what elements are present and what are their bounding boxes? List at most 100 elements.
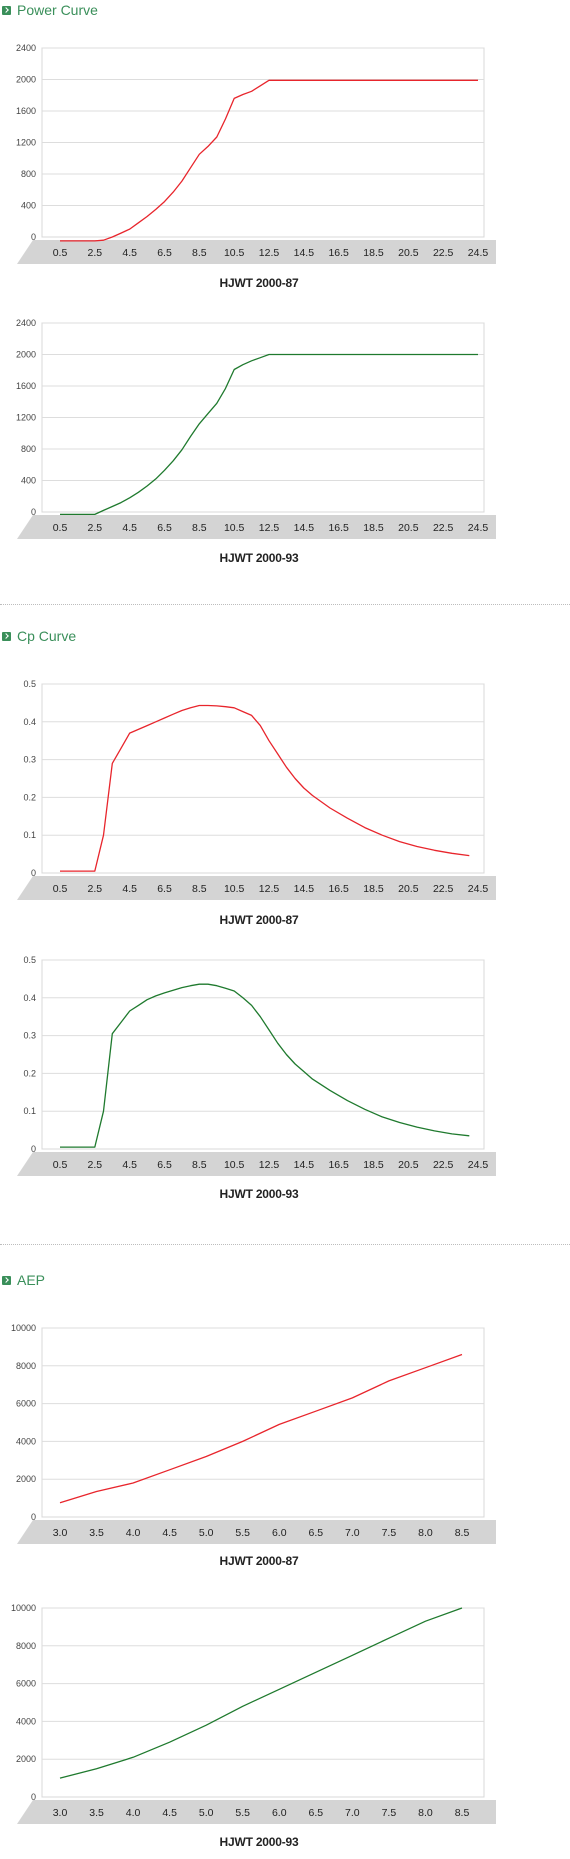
x-tick-label: 3.5: [89, 1807, 104, 1819]
plot-area: [41, 959, 485, 1150]
x-tick-label: 3.0: [53, 1527, 68, 1539]
x-tick-label: 0.5: [53, 1159, 68, 1171]
section-divider: [0, 604, 570, 605]
section-title: Power Curve: [17, 2, 98, 18]
y-tick-label: 6000: [16, 1679, 36, 1689]
x-tick-label: 4.0: [126, 1527, 141, 1539]
y-tick-label: 0.2: [23, 792, 36, 802]
x-tick-label: 0.5: [53, 522, 68, 534]
power-curve-chart-2000-87: 0 400 800 1200 1600 2000 2400 0.5 2.5 4.5 6.5 8.5 10…: [16, 43, 496, 264]
x-tick-label: 12.5: [259, 1159, 280, 1171]
x-tick-label: 8.5: [455, 1807, 470, 1819]
y-tick-label: 2000: [16, 1474, 36, 1484]
section-header: Cp Curve: [0, 626, 76, 646]
x-tick-label: 18.5: [363, 1159, 384, 1171]
x-tick-label: 6.5: [157, 1159, 172, 1171]
section-header: AEP: [0, 1270, 45, 1290]
x-tick-label: 16.5: [328, 522, 349, 534]
power-curve-chart-2000-93: 0 400 800 1200 1600 2000 2400 0.5 2.5 4.5 6.5 8.5 10…: [16, 318, 496, 539]
y-tick-label: 2400: [16, 318, 36, 328]
x-tick-label: 5.0: [199, 1527, 214, 1539]
y-tick-label: 0: [31, 507, 36, 517]
x-tick-label: 2.5: [88, 1159, 103, 1171]
y-tick-label: 0.4: [23, 717, 36, 727]
section-title: AEP: [17, 1272, 46, 1288]
y-tick-label: 400: [21, 201, 36, 211]
y-tick-label: 0: [31, 1512, 36, 1522]
x-tick-label: 20.5: [398, 522, 419, 534]
x-axis-band: [17, 1152, 496, 1176]
x-tick-label: 16.5: [328, 247, 349, 259]
chart-caption: HJWT 2000-93: [219, 1835, 299, 1849]
x-tick-label: 10.5: [224, 883, 245, 895]
arrow-right-icon: [2, 1275, 11, 1285]
x-tick-label: 14.5: [294, 247, 315, 259]
plot-area: [41, 1327, 485, 1518]
y-tick-label: 0.1: [23, 1106, 36, 1116]
x-tick-label: 6.5: [309, 1527, 324, 1539]
x-tick-label: 3.5: [89, 1527, 104, 1539]
y-tick-label: 0.5: [23, 955, 36, 965]
y-tick-label: 4000: [16, 1716, 36, 1726]
series-line: [59, 1353, 463, 1504]
chart-caption: HJWT 2000-93: [219, 551, 299, 565]
x-tick-label: 8.0: [418, 1807, 433, 1819]
x-tick-label: 12.5: [259, 522, 280, 534]
x-tick-label: 14.5: [294, 522, 315, 534]
chart-caption: HJWT 2000-87: [219, 276, 299, 290]
x-tick-label: 4.5: [122, 522, 137, 534]
aep-chart-2000-93: 0 2000 4000 6000 8000 10000 3.0 3.5 4.0 4.5 5.0 5.5…: [11, 1603, 496, 1824]
x-tick-label: 20.5: [398, 1159, 419, 1171]
x-tick-label: 0.5: [53, 883, 68, 895]
y-tick-label: 800: [21, 169, 36, 179]
cp-curve-chart-2000-93: 0 0.1 0.2 0.3 0.4 0.5 0.5 2.5 4.5 6.5 8.5 10.5 12.5 1…: [17, 955, 496, 1176]
x-tick-label: 3.0: [53, 1807, 68, 1819]
x-tick-label: 10.5: [224, 522, 245, 534]
x-tick-label: 24.5: [468, 1159, 489, 1171]
x-tick-label: 0.5: [53, 247, 68, 259]
x-tick-label: 5.5: [235, 1527, 250, 1539]
x-tick-label: 2.5: [88, 522, 103, 534]
x-tick-label: 20.5: [398, 247, 419, 259]
x-tick-label: 12.5: [259, 883, 280, 895]
x-tick-label: 5.5: [235, 1807, 250, 1819]
x-tick-label: 22.5: [433, 522, 454, 534]
y-tick-label: 1600: [16, 106, 36, 116]
x-tick-label: 8.0: [418, 1527, 433, 1539]
x-tick-label: 24.5: [468, 522, 489, 534]
x-axis-band: [17, 515, 496, 539]
x-tick-label: 7.5: [382, 1807, 397, 1819]
plot-area: [41, 683, 485, 874]
section-divider: [0, 1244, 570, 1245]
y-tick-label: 10000: [11, 1603, 36, 1613]
y-tick-label: 2400: [16, 43, 36, 53]
y-tick-label: 1200: [16, 413, 36, 423]
x-tick-label: 2.5: [88, 883, 103, 895]
x-tick-label: 18.5: [363, 247, 384, 259]
x-axis-band: [17, 1520, 496, 1544]
y-tick-label: 800: [21, 444, 36, 454]
y-tick-label: 0.1: [23, 830, 36, 840]
x-tick-label: 8.5: [192, 1159, 207, 1171]
x-tick-label: 8.5: [455, 1527, 470, 1539]
chart-caption: HJWT 2000-87: [219, 913, 299, 927]
x-tick-label: 12.5: [259, 247, 280, 259]
x-tick-label: 18.5: [363, 883, 384, 895]
series-line: [60, 704, 470, 872]
x-tick-label: 6.5: [157, 247, 172, 259]
y-tick-label: 8000: [16, 1361, 36, 1371]
x-tick-label: 22.5: [433, 247, 454, 259]
arrow-right-icon: [2, 5, 11, 15]
y-tick-label: 10000: [11, 1323, 36, 1333]
section-power-curve: Power Curve: [0, 0, 570, 560]
x-tick-label: 10.5: [224, 247, 245, 259]
y-tick-label: 2000: [16, 350, 36, 360]
series-line: [60, 79, 478, 242]
x-tick-label: 14.5: [294, 1159, 315, 1171]
x-tick-label: 6.0: [272, 1807, 287, 1819]
aep-chart-2000-87: 0 2000 4000 6000 8000 10000 3.0 3.5 4.0 4.5 5.0 5.5…: [11, 1323, 496, 1544]
y-tick-label: 0.3: [23, 755, 36, 765]
y-tick-label: 8000: [16, 1641, 36, 1651]
series-line: [60, 353, 478, 516]
x-axis-band: [17, 240, 496, 264]
